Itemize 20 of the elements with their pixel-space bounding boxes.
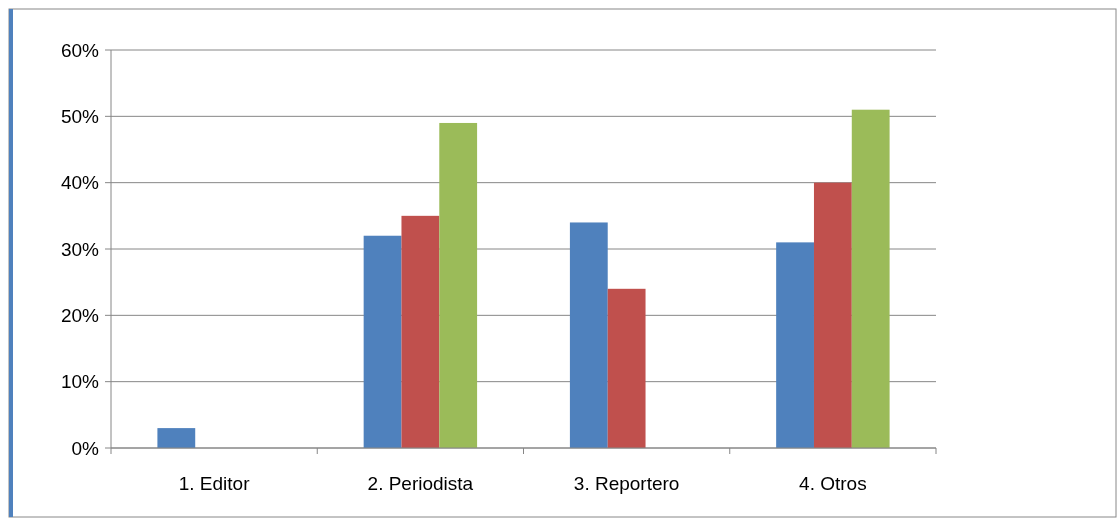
bar <box>776 242 814 448</box>
y-tick-label: 0% <box>71 437 100 459</box>
y-tick-label: 40% <box>60 172 100 194</box>
bar <box>607 288 646 448</box>
bar <box>401 215 440 448</box>
y-tick-label: 20% <box>60 304 100 326</box>
bar <box>569 222 608 448</box>
bar <box>439 122 478 448</box>
y-tick-label: 50% <box>60 105 100 127</box>
y-tick-label: 10% <box>60 371 100 393</box>
y-tick-label: 30% <box>60 238 100 260</box>
x-tick-label: 2. Periodista <box>367 473 474 494</box>
y-tick-label: 60% <box>60 39 100 61</box>
bar <box>813 182 852 448</box>
x-tick-label: 4. Otros <box>799 473 867 494</box>
x-tick-label: 3. Reportero <box>573 473 680 494</box>
bar <box>363 235 402 448</box>
bar <box>851 109 890 448</box>
x-tick-label: 1. Editor <box>178 473 251 494</box>
bar <box>157 428 196 448</box>
